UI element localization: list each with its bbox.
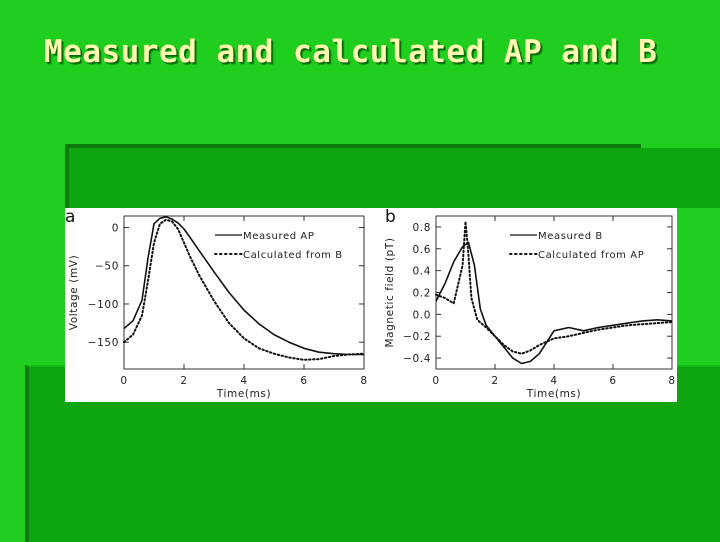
title-underline bbox=[65, 144, 641, 148]
y-axis-label: Magnetic field (pT) bbox=[384, 237, 396, 347]
y-tick-label: 0.2 bbox=[413, 288, 432, 300]
y-tick-label: −100 bbox=[88, 299, 119, 311]
chart-panel-a: a 0 2 4 6 8 0 −50 −100 −150 Time(ms) Voltage (mV) Me… bbox=[65, 208, 367, 400]
y-tick-label: −50 bbox=[95, 261, 119, 273]
series-line-calculated bbox=[123, 218, 365, 361]
x-axis-label: Time(ms) bbox=[526, 388, 581, 400]
series-line-measured bbox=[123, 216, 364, 356]
x-tick-label: 2 bbox=[180, 375, 187, 387]
slide-title: Measured and calculated AP and B bbox=[44, 34, 658, 70]
panel-letter: a bbox=[65, 208, 75, 227]
x-tick-label: 4 bbox=[550, 375, 557, 387]
content-panel-upper bbox=[65, 148, 720, 208]
y-tick-label: 0.0 bbox=[413, 309, 432, 321]
x-tick-label: 6 bbox=[300, 375, 307, 387]
x-tick-label: 6 bbox=[609, 375, 616, 387]
x-tick-label: 4 bbox=[240, 375, 247, 387]
y-tick-label: 0.4 bbox=[413, 266, 432, 278]
y-tick-label: −0.2 bbox=[403, 331, 431, 343]
x-tick-label: 0 bbox=[432, 375, 439, 387]
x-axis-label: Time(ms) bbox=[216, 388, 271, 400]
y-axis-label: Voltage (mV) bbox=[68, 255, 80, 331]
y-tick-label: 0.6 bbox=[413, 244, 432, 256]
y-tick-label: 0 bbox=[112, 222, 119, 234]
x-tick-label: 0 bbox=[120, 375, 127, 387]
panel-letter: b bbox=[385, 208, 396, 227]
legend-label: Calculated from AP bbox=[538, 250, 644, 261]
figure-svg: a 0 2 4 6 8 0 −50 −100 −150 Time(ms) Voltage (mV) Me… bbox=[65, 208, 675, 400]
y-tick-label: −150 bbox=[88, 337, 119, 349]
x-tick-label: 8 bbox=[668, 375, 675, 387]
legend-label: Measured AP bbox=[243, 231, 315, 242]
y-tick-label: −0.4 bbox=[403, 353, 431, 365]
series-line-calculated bbox=[435, 220, 673, 355]
legend-label: Calculated from B bbox=[243, 250, 343, 261]
y-tick-label: 0.8 bbox=[413, 222, 432, 234]
legend-label: Measured B bbox=[538, 231, 603, 242]
chart-panel-b: b 0 2 4 6 8 0.8 0.6 0.4 0.2 0.0 −0.2 −0.4 Time(ms) Mag… bbox=[384, 208, 675, 400]
x-tick-label: 8 bbox=[360, 375, 367, 387]
figure-panels: a 0 2 4 6 8 0 −50 −100 −150 Time(ms) Voltage (mV) Me… bbox=[65, 208, 677, 402]
x-tick-label: 2 bbox=[491, 375, 498, 387]
